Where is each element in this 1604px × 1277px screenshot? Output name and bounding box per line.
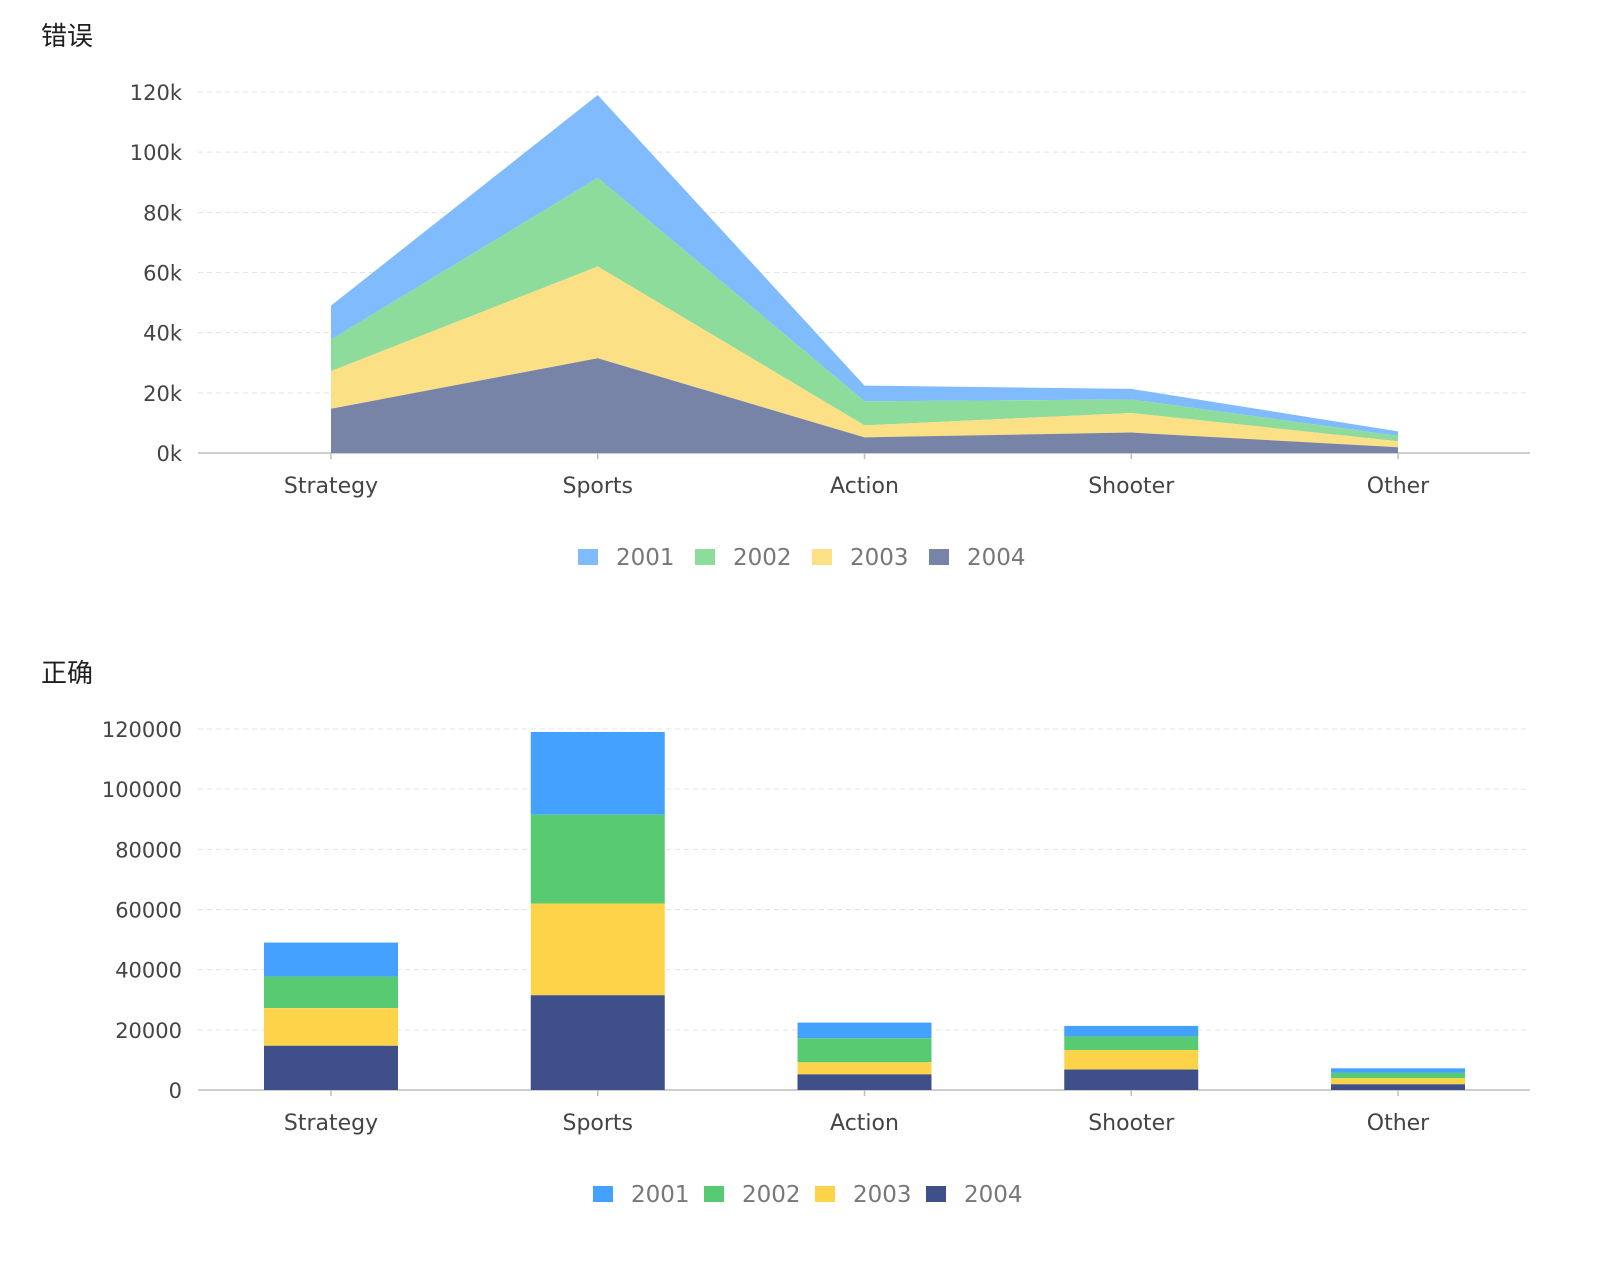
legend-swatch [929, 549, 949, 565]
bar-2003-Sports [530, 903, 665, 996]
legend-label: 2002 [742, 1182, 801, 1208]
bar-2002-Action [797, 1038, 932, 1063]
x-tick-label: Other [1367, 474, 1430, 499]
area-chart-title: 错误 [41, 22, 94, 52]
y-tick-label: 120k [130, 81, 183, 105]
legend-swatch [926, 1186, 946, 1202]
legend-swatch [695, 549, 715, 565]
bar-2003-Other [1331, 1078, 1465, 1085]
bar-2004-Other [1331, 1084, 1465, 1090]
bar-2001-Sports [530, 732, 665, 815]
y-tick-label: 100000 [102, 778, 182, 802]
bar-chart-title: 正确 [41, 659, 94, 689]
legend-label: 2003 [850, 545, 909, 571]
stacked-bar-chart: 0 20000 40000 60000 80000 100000 120000 Strateg… [102, 718, 1530, 1208]
y-tick-label: 40000 [115, 959, 182, 983]
y-tick-label: 80000 [115, 838, 182, 862]
y-tick-label: 0k [156, 442, 182, 466]
area-series-2002 [331, 177, 1398, 442]
legend-label: 2004 [964, 1182, 1023, 1208]
legend-label: 2001 [631, 1182, 690, 1208]
y-tick-label: 60000 [115, 899, 182, 923]
x-tick-label: Shooter [1088, 474, 1175, 499]
bar-2004-Shooter [1064, 1069, 1199, 1090]
x-tick-label: Other [1367, 1111, 1430, 1136]
bar-2002-Strategy [264, 976, 398, 1009]
bar-2003-Strategy [264, 1008, 398, 1046]
y-tick-label: 20k [143, 382, 183, 406]
legend-label: 2004 [967, 545, 1026, 571]
bar-2004-Action [797, 1074, 932, 1090]
x-tick-label: Sports [562, 1111, 633, 1136]
y-tick-label: 20000 [115, 1019, 182, 1043]
legend-label: 2001 [616, 545, 675, 571]
legend-swatch [578, 549, 598, 565]
x-tick-label: Strategy [284, 474, 378, 499]
area-series-2004 [331, 358, 1398, 453]
y-tick-label: 100k [130, 141, 183, 165]
x-tick-label: Strategy [284, 1111, 378, 1136]
legend-swatch [812, 549, 832, 565]
bar-2002-Other [1331, 1072, 1465, 1079]
y-tick-label: 120000 [102, 718, 182, 742]
legend-swatch [815, 1186, 835, 1202]
legend-swatch [704, 1186, 724, 1202]
bar-2001-Strategy [264, 942, 398, 977]
stacked-area-chart: 0k 20k 40k 60k 80k 100k 120k Strategy Sports Acti… [130, 81, 1530, 571]
legend-label: 2002 [733, 545, 792, 571]
bar-2004-Sports [530, 995, 665, 1090]
area-series-2003 [331, 266, 1398, 448]
bar-2003-Action [797, 1062, 932, 1075]
bar-2001-Action [797, 1022, 932, 1039]
legend-swatch [593, 1186, 613, 1202]
x-tick-label: Action [830, 1111, 899, 1136]
bar-2003-Shooter [1064, 1049, 1199, 1070]
bar-2002-Sports [530, 814, 665, 904]
y-tick-label: 60k [143, 262, 183, 286]
bar-2001-Shooter [1064, 1025, 1199, 1037]
x-tick-label: Sports [562, 474, 633, 499]
bar-2004-Strategy [264, 1045, 398, 1090]
x-tick-label: Shooter [1088, 1111, 1175, 1136]
y-tick-label: 40k [143, 322, 183, 346]
y-tick-label: 0 [169, 1079, 182, 1103]
legend-label: 2003 [853, 1182, 912, 1208]
y-tick-label: 80k [143, 201, 183, 225]
x-tick-label: Action [830, 474, 899, 499]
bar-2001-Other [1331, 1068, 1465, 1073]
bar-2002-Shooter [1064, 1036, 1199, 1050]
